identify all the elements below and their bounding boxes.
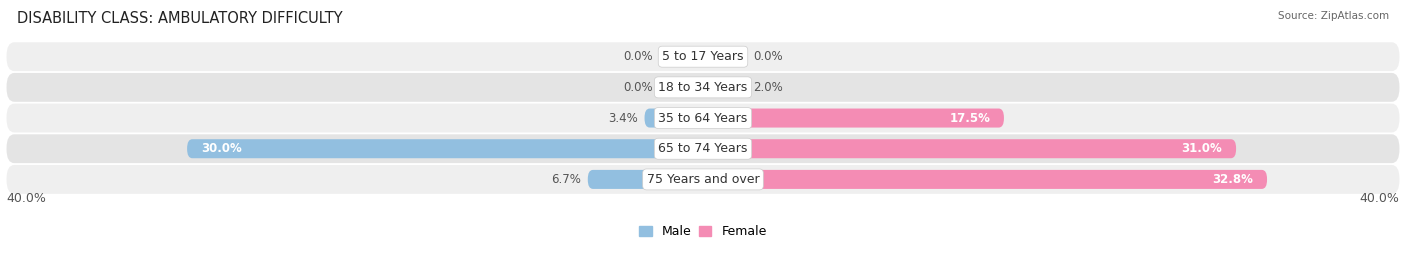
FancyBboxPatch shape — [7, 104, 1399, 132]
Legend: Male, Female: Male, Female — [634, 220, 772, 243]
FancyBboxPatch shape — [703, 139, 1236, 158]
Text: 75 Years and over: 75 Years and over — [647, 173, 759, 186]
Text: 2.0%: 2.0% — [752, 81, 783, 94]
FancyBboxPatch shape — [659, 47, 703, 66]
Text: 0.0%: 0.0% — [752, 50, 783, 63]
Text: DISABILITY CLASS: AMBULATORY DIFFICULTY: DISABILITY CLASS: AMBULATORY DIFFICULTY — [17, 11, 343, 26]
FancyBboxPatch shape — [7, 134, 1399, 163]
Text: 30.0%: 30.0% — [201, 142, 242, 155]
FancyBboxPatch shape — [7, 73, 1399, 102]
Text: 40.0%: 40.0% — [1360, 192, 1399, 205]
FancyBboxPatch shape — [7, 165, 1399, 194]
FancyBboxPatch shape — [703, 78, 747, 97]
FancyBboxPatch shape — [187, 139, 703, 158]
Text: 3.4%: 3.4% — [607, 112, 638, 125]
Text: 18 to 34 Years: 18 to 34 Years — [658, 81, 748, 94]
FancyBboxPatch shape — [703, 170, 1267, 189]
Text: 17.5%: 17.5% — [949, 112, 990, 125]
Text: 40.0%: 40.0% — [7, 192, 46, 205]
Text: 0.0%: 0.0% — [623, 81, 654, 94]
Text: Source: ZipAtlas.com: Source: ZipAtlas.com — [1278, 11, 1389, 21]
Text: 31.0%: 31.0% — [1181, 142, 1222, 155]
Text: 65 to 74 Years: 65 to 74 Years — [658, 142, 748, 155]
FancyBboxPatch shape — [659, 78, 703, 97]
Text: 6.7%: 6.7% — [551, 173, 581, 186]
Text: 0.0%: 0.0% — [623, 50, 654, 63]
FancyBboxPatch shape — [7, 42, 1399, 71]
FancyBboxPatch shape — [588, 170, 703, 189]
Text: 32.8%: 32.8% — [1212, 173, 1253, 186]
FancyBboxPatch shape — [703, 108, 1004, 128]
Text: 5 to 17 Years: 5 to 17 Years — [662, 50, 744, 63]
Text: 35 to 64 Years: 35 to 64 Years — [658, 112, 748, 125]
FancyBboxPatch shape — [703, 47, 747, 66]
FancyBboxPatch shape — [644, 108, 703, 128]
